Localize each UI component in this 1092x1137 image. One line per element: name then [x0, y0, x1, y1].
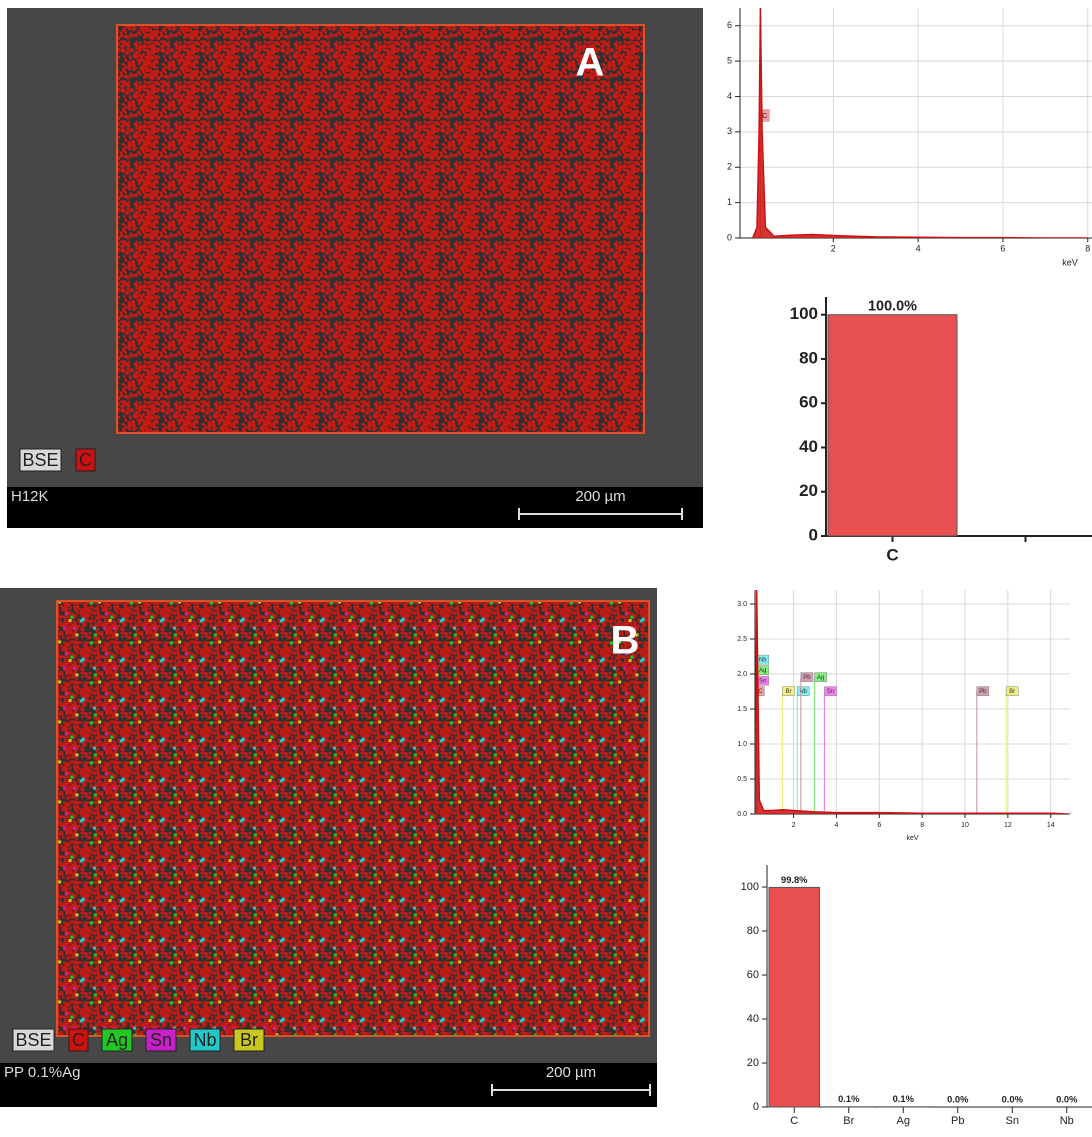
y-tick-label: 2	[727, 162, 732, 172]
y-tick-label: 2.5	[737, 636, 747, 643]
x-tick-label: C	[886, 545, 898, 564]
marker-label: Ag	[817, 675, 824, 681]
bar	[769, 887, 820, 1107]
y-tick-label: 0	[727, 232, 732, 242]
y-tick-label: 0.5	[737, 776, 747, 783]
x-tick-label: 2	[792, 822, 796, 829]
marker-label: C	[762, 111, 768, 120]
y-tick-label: 60	[799, 393, 818, 412]
legend-label: BSE	[15, 1030, 51, 1050]
bar	[828, 315, 957, 536]
x-tick-label: 14	[1047, 822, 1055, 829]
legend-label: BSE	[22, 450, 58, 470]
x-tick-label: 6	[877, 822, 881, 829]
x-tick-label: C	[790, 1115, 798, 1127]
y-tick-label: 3.0	[737, 601, 747, 608]
map-region	[117, 25, 644, 433]
y-tick-label: 80	[747, 925, 759, 937]
x-tick-label: 6	[1000, 243, 1005, 253]
marker-label: Sn	[759, 679, 766, 685]
figure: ABSECH12K200 µmBBSECAgSnNbBrPP 0.1%Ag200…	[0, 0, 1092, 1132]
marker-label: Br	[1009, 689, 1015, 695]
y-tick-label: 2.0	[737, 671, 747, 678]
y-tick-label: 20	[799, 481, 818, 500]
y-tick-label: 20	[747, 1057, 759, 1069]
spectrum	[755, 590, 1068, 814]
x-tick-label: 8	[920, 822, 924, 829]
spectrum	[753, 8, 1088, 238]
value-label: 0.0%	[947, 1094, 969, 1104]
value-label: 0.0%	[1056, 1094, 1078, 1104]
x-tick-label: 8	[1085, 243, 1090, 253]
scale-label: 200 µm	[546, 1064, 596, 1081]
x-tick-label: Pb	[951, 1115, 964, 1127]
page: {"micrographs":[ {"panel":"A","legend":[…	[0, 0, 1092, 1137]
y-tick-label: 1.5	[737, 706, 747, 713]
x-tick-label: Br	[843, 1115, 854, 1127]
x-tick-label: 12	[1004, 822, 1012, 829]
value-label: 100.0%	[868, 299, 917, 315]
legend-label: Ag	[106, 1030, 128, 1050]
marker-label: Sn	[827, 689, 834, 695]
y-tick-label: 0	[753, 1101, 759, 1113]
y-tick-label: 5	[727, 55, 732, 65]
marker-label: Pb	[979, 689, 987, 695]
y-tick-label: 40	[747, 1013, 759, 1025]
y-tick-label: 0	[809, 525, 818, 544]
x-tick-label: Ag	[897, 1115, 910, 1127]
legend-label: C	[72, 1030, 85, 1050]
legend-label: C	[79, 450, 92, 470]
y-tick-label: 60	[747, 969, 759, 981]
x-tick-label: 4	[834, 822, 838, 829]
marker-label: Pb	[803, 675, 811, 681]
x-tick-label: 4	[916, 243, 921, 253]
panel-label: B	[611, 619, 640, 663]
legend-label: Nb	[193, 1030, 216, 1050]
footer-label: PP 0.1%Ag	[4, 1064, 80, 1081]
y-tick-label: 40	[799, 437, 818, 456]
y-tick-label: 3	[727, 126, 732, 136]
map-region	[57, 601, 649, 1036]
value-label: 0.1%	[893, 1094, 915, 1104]
y-tick-label: 0.0	[737, 811, 747, 818]
x-axis-label: keV	[906, 835, 918, 842]
x-tick-label: Sn	[1006, 1115, 1019, 1127]
legend-label: Br	[240, 1030, 258, 1050]
y-tick-label: 100	[741, 881, 759, 893]
y-tick-label: 80	[799, 348, 818, 367]
y-tick-label: 6	[727, 20, 732, 30]
footer-label: H12K	[11, 488, 49, 505]
value-label: 0.0%	[1002, 1094, 1024, 1104]
y-tick-label: 1.0	[737, 741, 747, 748]
marker-label: Nb	[759, 658, 767, 664]
y-tick-label: 4	[727, 91, 732, 101]
value-label: 99.8%	[781, 875, 808, 885]
marker-label: Ag	[759, 668, 766, 674]
value-label: 0.1%	[838, 1094, 860, 1104]
x-tick-label: 10	[961, 822, 969, 829]
marker-label: C	[758, 689, 763, 695]
x-tick-label: 2	[831, 243, 836, 253]
x-tick-label: Nb	[1060, 1115, 1074, 1127]
x-axis-label: keV	[1062, 257, 1078, 267]
y-tick-label: 1	[727, 197, 732, 207]
legend-label: Sn	[150, 1030, 172, 1050]
marker-label: Br	[786, 689, 792, 695]
scale-label: 200 µm	[575, 488, 625, 505]
panel-label: A	[576, 41, 605, 85]
y-tick-label: 100	[790, 304, 818, 323]
